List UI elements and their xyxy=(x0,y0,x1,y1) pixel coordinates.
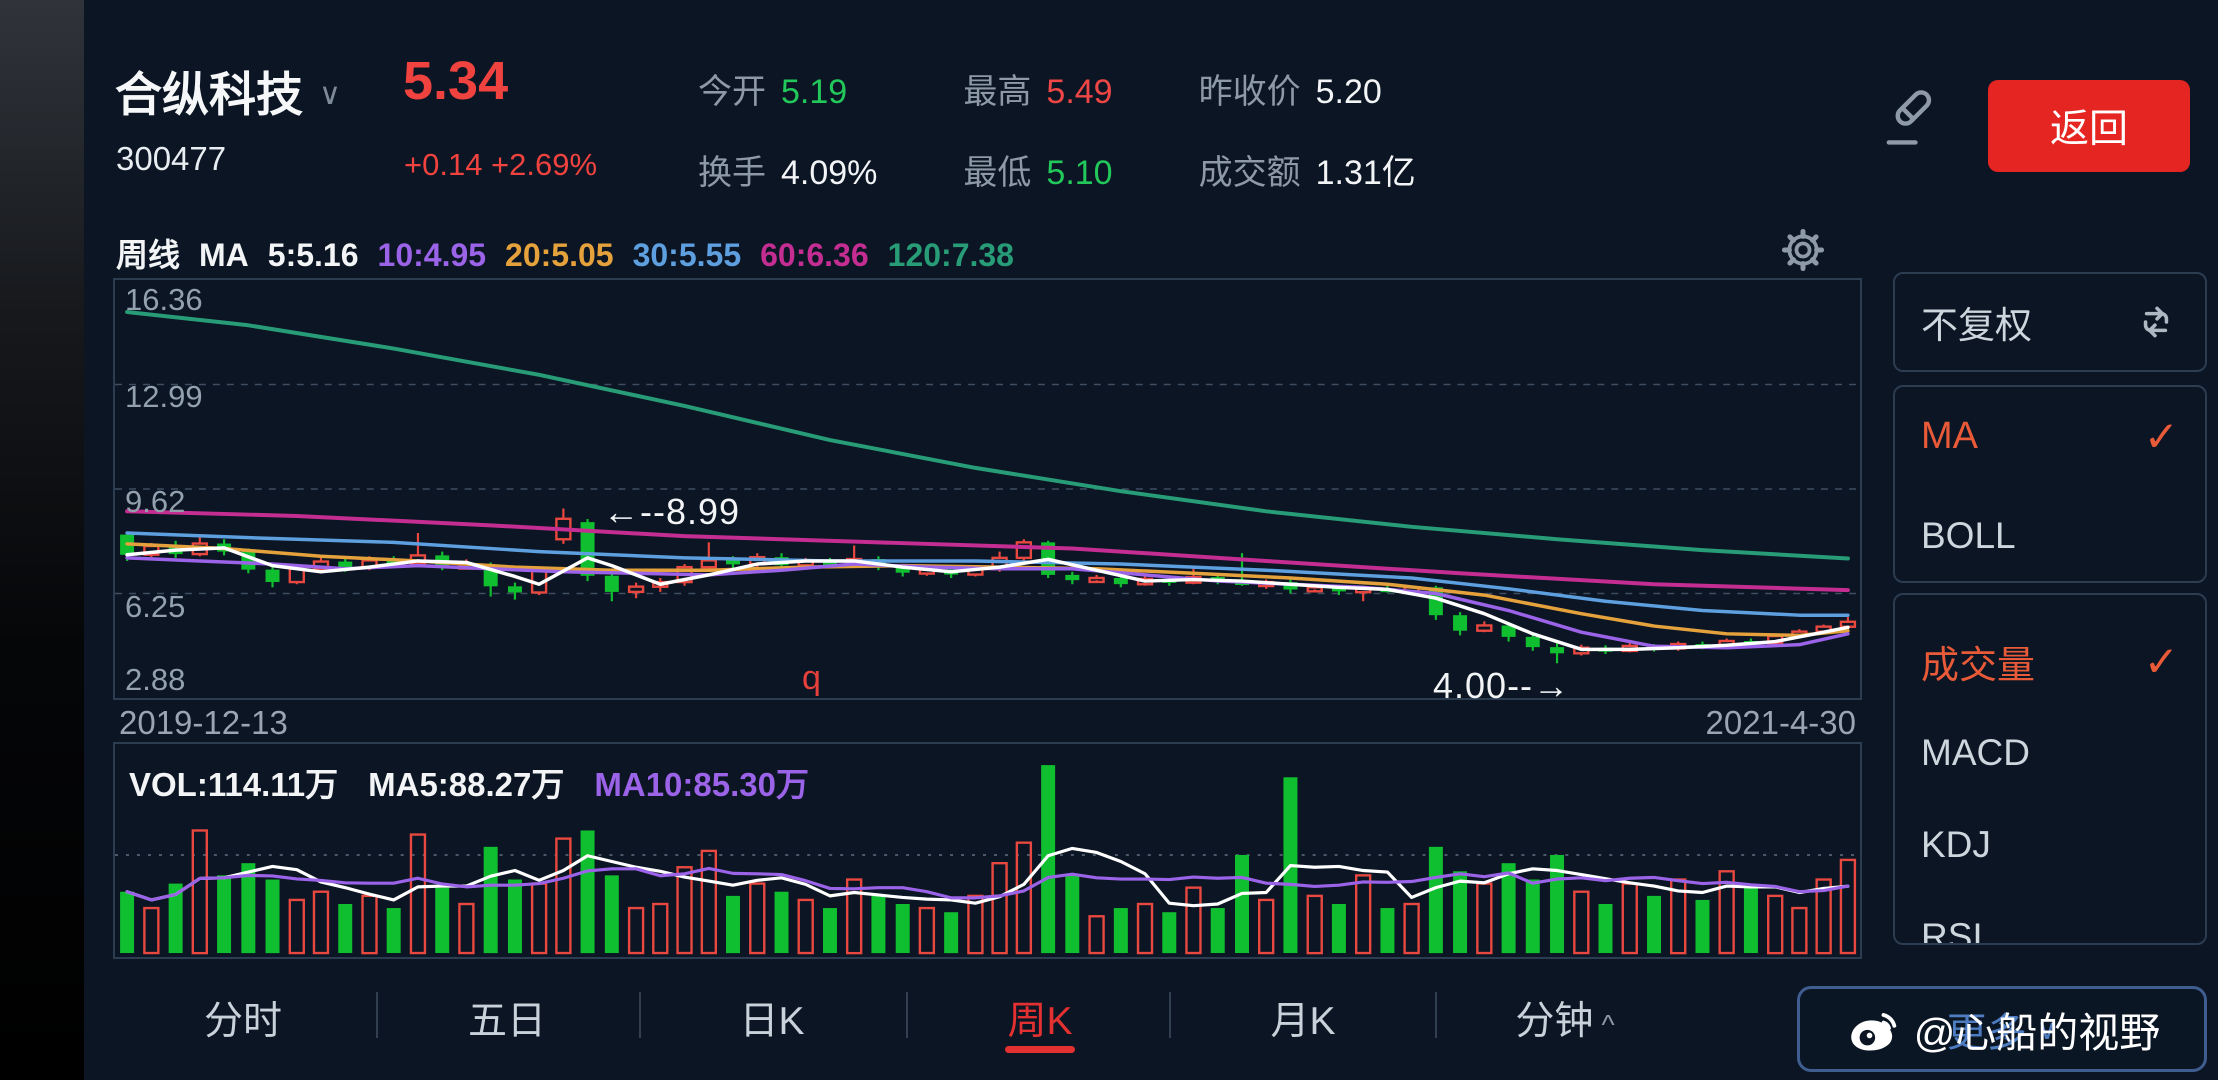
y-axis-label: 6.25 xyxy=(125,589,186,624)
ma-legend-item-3: 30:5.55 xyxy=(632,237,742,273)
tab-divider xyxy=(906,992,908,1038)
check-icon: ✓ xyxy=(2143,637,2179,685)
ma-legend-item-1: 10:4.95 xyxy=(377,237,487,273)
ma-legend-item-2: 20:5.05 xyxy=(505,237,614,273)
watermark-text: @心船的视野 xyxy=(1913,1010,2161,1056)
y-axis-label: 12.99 xyxy=(125,379,203,414)
date-start: 2019-12-13 xyxy=(119,704,288,741)
adjust-mode-box[interactable]: 不复权 xyxy=(1893,272,2207,372)
stat-value: 5.10 xyxy=(1046,154,1113,192)
stat-最高: 最高 5.49 xyxy=(963,64,1112,113)
y-axis-label: 16.36 xyxy=(125,282,203,317)
ma-legend-item-0: 5:5.16 xyxy=(267,237,359,273)
chevron-down-icon: ∨ xyxy=(2036,1013,2058,1045)
stat-label: 昨收价 xyxy=(1198,73,1301,111)
current-price: 5.34 xyxy=(403,51,509,111)
tab-bar: 分时 五日 日K 周K 月K 分钟 ^ xyxy=(0,980,2218,1080)
price-change: +0.14 +2.69% xyxy=(404,147,598,182)
vol-ma5-value: MA5:88.27万 xyxy=(368,766,565,803)
ma-prefix: MA xyxy=(199,237,249,273)
stat-label: 今开 xyxy=(698,73,766,111)
stat-换手: 换手 4.09% xyxy=(698,145,877,194)
chart-annotation: 4.00--→ xyxy=(1433,665,1571,706)
ma-legend: 周线 MA 5:5.16 10:4.95 20:5.05 30:5.55 60:6.36… xyxy=(116,230,1014,276)
sidebar-item-label: MACD xyxy=(1921,732,2030,773)
stat-label: 换手 xyxy=(698,154,766,192)
tab-五日[interactable]: 五日 xyxy=(467,1000,547,1043)
tab-分钟[interactable]: 分钟 ^ xyxy=(1515,1000,1615,1043)
candlestick-svg xyxy=(115,309,1860,664)
edit-icon[interactable] xyxy=(1880,86,1942,148)
settings-gear-icon[interactable] xyxy=(1779,226,1827,274)
sidebar-item-label: KDJ xyxy=(1921,824,1991,865)
date-range-row: 2019-12-13 2021-4-30 xyxy=(113,704,1862,742)
ma-legend-item-5: 120:7.38 xyxy=(887,237,1014,273)
stat-成交额: 成交额 1.31亿 xyxy=(1199,145,1416,194)
sidebar-item-BOLL[interactable]: BOLL xyxy=(1895,486,2205,585)
sidebar-item-KDJ[interactable]: KDJ xyxy=(1895,799,2205,891)
volume-labels: VOL:114.11万 MA5:88.27万 MA10:85.30万 xyxy=(129,758,809,806)
date-end: 2021-4-30 xyxy=(1705,704,1856,741)
y-axis-label: 9.62 xyxy=(125,484,186,519)
more-button-label: 更多 ∨ xyxy=(1946,1011,2058,1055)
left-background-strip xyxy=(0,0,84,1080)
y-axis-label: 2.88 xyxy=(125,662,186,697)
sidebar-item-label: RSI xyxy=(1921,916,1983,945)
sidebar-item-MA[interactable]: MA ✓ xyxy=(1895,387,2205,486)
stat-value: 1.31亿 xyxy=(1315,154,1416,192)
sidebar-item-MACD[interactable]: MACD xyxy=(1895,707,2205,799)
stock-name-row[interactable]: 合纵科技 ∨ xyxy=(115,56,341,125)
ma-legend-item-4: 60:6.36 xyxy=(760,237,869,273)
stat-value: 4.09% xyxy=(781,154,878,192)
adjust-mode-row[interactable]: 不复权 xyxy=(1895,274,2205,370)
stat-value: 5.19 xyxy=(781,73,848,111)
tab-日K[interactable]: 日K xyxy=(739,1000,805,1043)
tab-周K[interactable]: 周K xyxy=(1007,1000,1073,1043)
candlestick-chart[interactable]: 16.36 12.99 9.62 6.25 2.88 ←--8.99 4.00--→ q xyxy=(113,278,1862,706)
more-button[interactable]: 更多 ∨ @心船的视野 xyxy=(1797,986,2207,1072)
stat-label: 最低 xyxy=(963,154,1032,192)
sidebar-item-label: MA xyxy=(1921,415,1978,457)
active-tab-underline xyxy=(1005,1046,1075,1053)
tab-divider xyxy=(639,992,641,1038)
adjust-mode-label: 不复权 xyxy=(1921,305,2032,346)
sidebar-item-label: 成交量 xyxy=(1921,644,2036,687)
chart-annotation: q xyxy=(802,659,822,697)
stat-label: 最高 xyxy=(963,73,1032,111)
tab-divider xyxy=(376,992,378,1038)
check-icon: ✓ xyxy=(2143,413,2179,460)
watermark: @心船的视野 xyxy=(1784,989,2218,1069)
tab-divider xyxy=(1169,992,1171,1038)
weibo-icon xyxy=(1850,1013,1896,1051)
chevron-up-icon: ^ xyxy=(1601,1009,1615,1040)
chart-annotation: ←--8.99 xyxy=(603,491,741,532)
sidebar-item-RSI[interactable]: RSI xyxy=(1895,891,2205,945)
chevron-down-icon[interactable]: ∨ xyxy=(319,78,341,111)
stat-今开: 今开 5.19 xyxy=(698,64,877,113)
sidebar-item-label: BOLL xyxy=(1921,514,2016,556)
volume-svg xyxy=(115,765,1860,955)
sidebar-item-成交量[interactable]: 成交量 ✓ xyxy=(1895,615,2205,707)
overlay-indicator-box: MA ✓ BOLL xyxy=(1893,385,2207,583)
stat-最低: 最低 5.10 xyxy=(963,145,1112,194)
stat-昨收价: 昨收价 5.20 xyxy=(1199,64,1416,113)
repeat-icon[interactable] xyxy=(2133,299,2179,345)
vol-value: VOL:114.11万 xyxy=(129,766,339,803)
back-button[interactable]: 返回 xyxy=(1988,80,2190,172)
period-label: 周线 xyxy=(116,237,181,273)
stock-code: 300477 xyxy=(116,140,227,177)
stat-value: 5.49 xyxy=(1046,73,1113,111)
sub-indicator-box: 成交量 ✓ MACD KDJ RSI xyxy=(1893,593,2207,945)
volume-chart[interactable]: VOL:114.11万 MA5:88.27万 MA10:85.30万 xyxy=(113,742,1862,959)
tab-分时[interactable]: 分时 xyxy=(203,1000,283,1043)
tab-月K[interactable]: 月K xyxy=(1270,1000,1336,1043)
tab-divider xyxy=(1435,992,1437,1038)
vol-ma10-value: MA10:85.30万 xyxy=(594,766,809,803)
stat-value: 5.20 xyxy=(1315,73,1382,111)
stats-grid: 今开 5.19 最高 5.49 昨收价 5.20 换手 4.09% 最低 5.10 成交额 1.31亿 xyxy=(698,64,1416,194)
stock-name: 合纵科技 xyxy=(115,68,303,121)
stat-label: 成交额 xyxy=(1198,154,1301,192)
